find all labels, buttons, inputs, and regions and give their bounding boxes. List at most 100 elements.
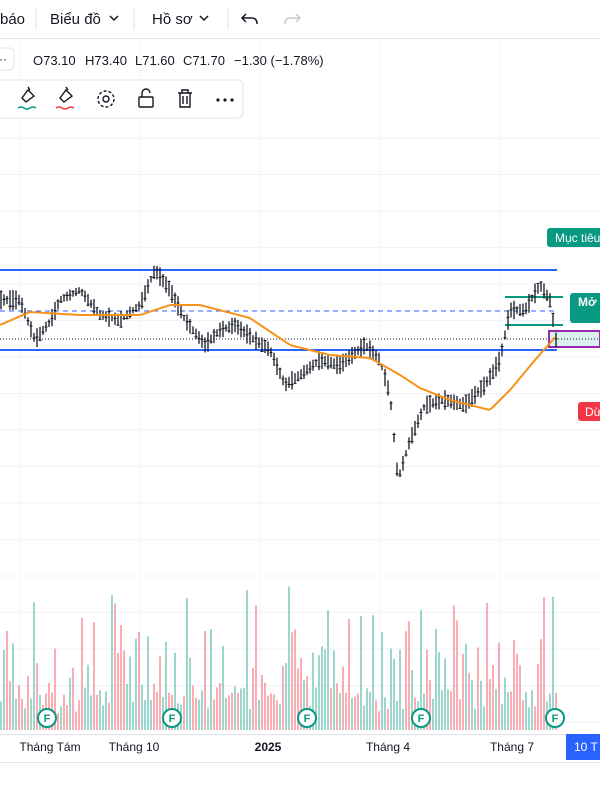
volume-bar [105, 691, 107, 730]
volume-bar [291, 632, 293, 730]
volume-bar [477, 647, 479, 730]
volume-bar [351, 698, 353, 730]
volume-bar [150, 700, 152, 730]
volume-bar [540, 639, 542, 730]
volume-bar [15, 698, 17, 730]
volume-bar [537, 663, 539, 730]
moving-average [0, 304, 556, 411]
volume-bar [492, 665, 494, 730]
volume-bar [156, 691, 158, 730]
position-box[interactable] [548, 330, 600, 348]
volume-bar [402, 708, 404, 730]
volume-bar [405, 631, 407, 730]
volume-bar [432, 699, 434, 730]
volume-bar [495, 689, 497, 730]
volume-bar [126, 683, 128, 730]
event-marker [162, 708, 182, 728]
volume-bar [159, 656, 161, 730]
volume-bar [108, 702, 110, 730]
volume-bar [489, 679, 491, 730]
volume-bar [144, 699, 146, 730]
volume-bar [357, 693, 359, 730]
volume-bar [84, 687, 86, 730]
toolbar-item[interactable]: Hồ sơ [152, 11, 193, 28]
volume-bar [162, 696, 164, 730]
lock-button[interactable] [138, 88, 154, 108]
ohlc-high: H73.40 [85, 53, 127, 68]
event-label: F [169, 713, 176, 725]
event-marker [297, 708, 317, 728]
open-text: Mở [578, 295, 597, 309]
volume-bar [543, 596, 545, 730]
volume-bar [63, 694, 65, 730]
volume-bar [300, 658, 302, 730]
x-label: Tháng 7 [490, 740, 534, 754]
volume-bar [297, 668, 299, 730]
volume-bar [498, 642, 500, 730]
toolbar-item[interactable]: Biểu đồ [50, 11, 101, 28]
volume-bar [390, 648, 392, 730]
volume-bar [213, 699, 215, 730]
volume-bar [396, 700, 398, 730]
volume-bar [90, 695, 92, 730]
volume-bar [318, 655, 320, 730]
event-label: F [304, 713, 311, 725]
volume-bar [174, 652, 176, 730]
volume-bar [237, 692, 239, 730]
volume-bar [384, 697, 386, 730]
volume-bar [441, 690, 443, 730]
volume-bar [195, 697, 197, 730]
more-button[interactable] [216, 98, 234, 102]
volume-bar [72, 667, 74, 730]
volume-bar [60, 706, 62, 730]
volume-bar [360, 616, 362, 730]
settings-button[interactable] [97, 90, 115, 108]
toolbar-item[interactable]: báo [0, 11, 25, 28]
drawing-toolbar [0, 79, 244, 119]
volume-bar [504, 677, 506, 730]
volume-bar [459, 699, 461, 730]
volume-bar [141, 684, 143, 730]
volume-bar [510, 691, 512, 730]
volume-bar [135, 638, 137, 730]
volume-bar [327, 610, 329, 730]
volume-bar [465, 643, 467, 730]
volume-bar [408, 621, 410, 730]
fill-color-button[interactable] [55, 86, 75, 110]
volume-bar [0, 701, 2, 730]
volume-bar [222, 645, 224, 730]
volume-bar [429, 679, 431, 730]
volume-bar [474, 708, 476, 730]
volume-bar [192, 685, 194, 730]
volume-bar [27, 675, 29, 730]
volume-bar [111, 595, 113, 730]
line-color-button[interactable] [17, 86, 37, 110]
volume-bar [339, 693, 341, 730]
volume-bar [225, 698, 227, 730]
volume-bar [456, 620, 458, 730]
volume-bar [18, 685, 20, 730]
volume-bar [315, 687, 317, 730]
volume-bar [54, 648, 56, 730]
volume-bar [96, 694, 98, 730]
x-label: 2025 [255, 740, 282, 754]
volume-bar [207, 708, 209, 730]
current-date: 10 T [574, 740, 598, 754]
volume-bar [411, 669, 413, 730]
delete-button[interactable] [178, 89, 192, 108]
event-label: F [552, 713, 559, 725]
undo-button[interactable] [240, 13, 258, 24]
volume-bar [330, 688, 332, 730]
volume-bar [369, 692, 371, 730]
volume-bar [354, 696, 356, 730]
volume-bar [264, 682, 266, 730]
volume-bar [204, 630, 206, 730]
volume-bar [486, 602, 488, 730]
redo-button[interactable] [284, 13, 302, 24]
volume-bar [153, 683, 155, 730]
volume-bar [471, 680, 473, 730]
legend-toggle[interactable] [0, 47, 15, 71]
volume-bar [231, 692, 233, 730]
